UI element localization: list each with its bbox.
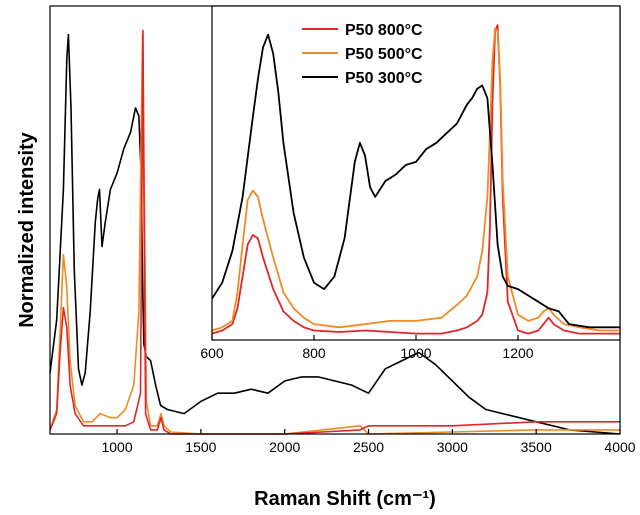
main-x-tick-label: 2000	[269, 439, 300, 455]
inset-series-line-2	[211, 33, 620, 329]
inset-series-line-0	[211, 24, 620, 335]
inset-x-tick-label: 1200	[502, 345, 533, 361]
main-x-tick-label: 3000	[437, 439, 468, 455]
inset-background	[212, 6, 620, 340]
main-x-tick-label: 4000	[604, 439, 635, 455]
legend-label-2: P50 300°C	[345, 70, 423, 87]
main-series-line-0	[49, 33, 621, 435]
inset-plot: 600 800 1000 1200 P50 800°C P50 500°C P50 300°…	[200, 5, 621, 361]
legend-label-1: P50 500°C	[345, 46, 423, 63]
main-x-tick-label: 3500	[521, 439, 552, 455]
inset-x-tick-label: 1000	[400, 345, 431, 361]
inset-x-tick-label: 600	[200, 345, 224, 361]
main-x-tick-label: 1000	[101, 439, 132, 455]
legend-label-0: P50 800°C	[345, 22, 423, 39]
x-axis-title: Raman Shift (cm⁻¹)	[254, 488, 436, 510]
inset-x-tick-label: 800	[302, 345, 326, 361]
main-x-tick-label: 1500	[185, 439, 216, 455]
main-x-tick-label: 2500	[353, 439, 384, 455]
inset-series-line-1	[211, 27, 620, 332]
y-axis-title: Normalized intensity	[16, 131, 38, 327]
